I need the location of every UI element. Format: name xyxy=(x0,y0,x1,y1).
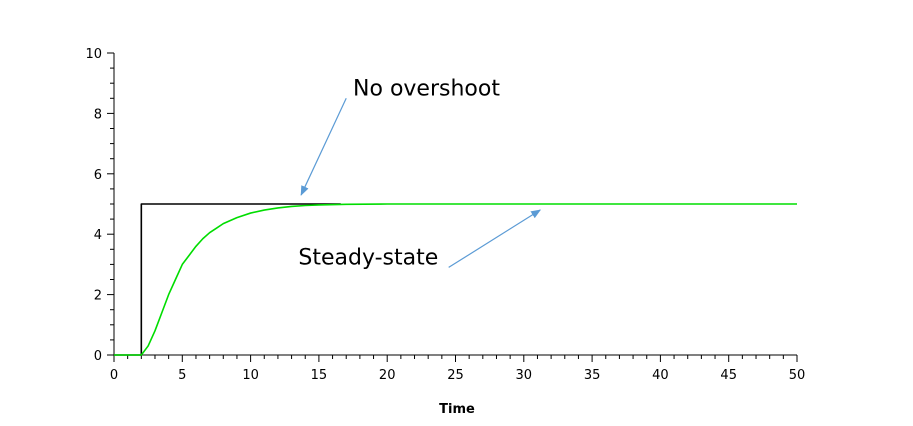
y-tick-label: 8 xyxy=(94,107,102,122)
x-tick-label: 30 xyxy=(516,368,533,383)
y-tick-label: 2 xyxy=(94,289,102,304)
x-axis-title: Time xyxy=(439,402,475,417)
x-tick-label: 15 xyxy=(311,368,328,383)
x-tick-label: 25 xyxy=(447,368,464,383)
x-tick-label: 35 xyxy=(584,368,601,383)
annotation-arrow xyxy=(448,209,542,268)
axes: 0 5 10 15 20 25 30 35 40 45 50 0 2 4 6 8 10 xyxy=(85,47,805,383)
x-tick-label: 40 xyxy=(652,368,669,383)
step-input-line xyxy=(114,203,341,356)
x-tick-label: 45 xyxy=(720,368,737,383)
annotation-no-overshoot: No overshoot xyxy=(353,76,500,101)
x-tick-label: 50 xyxy=(789,368,806,383)
annotations: No overshoot Steady-state xyxy=(298,76,542,270)
annotation-steady-state: Steady-state xyxy=(298,245,438,270)
annotation-arrow xyxy=(300,98,347,196)
x-tick-label: 10 xyxy=(242,368,259,383)
y-tick-label: 4 xyxy=(94,228,102,243)
x-tick-label: 0 xyxy=(110,368,118,383)
y-tick-label: 10 xyxy=(85,47,102,62)
plot-area xyxy=(114,203,797,356)
y-tick-label: 0 xyxy=(94,349,102,364)
y-tick-label: 6 xyxy=(94,168,102,183)
x-tick-label: 5 xyxy=(178,368,186,383)
x-tick-label: 20 xyxy=(379,368,396,383)
response-curve-line xyxy=(114,203,797,356)
